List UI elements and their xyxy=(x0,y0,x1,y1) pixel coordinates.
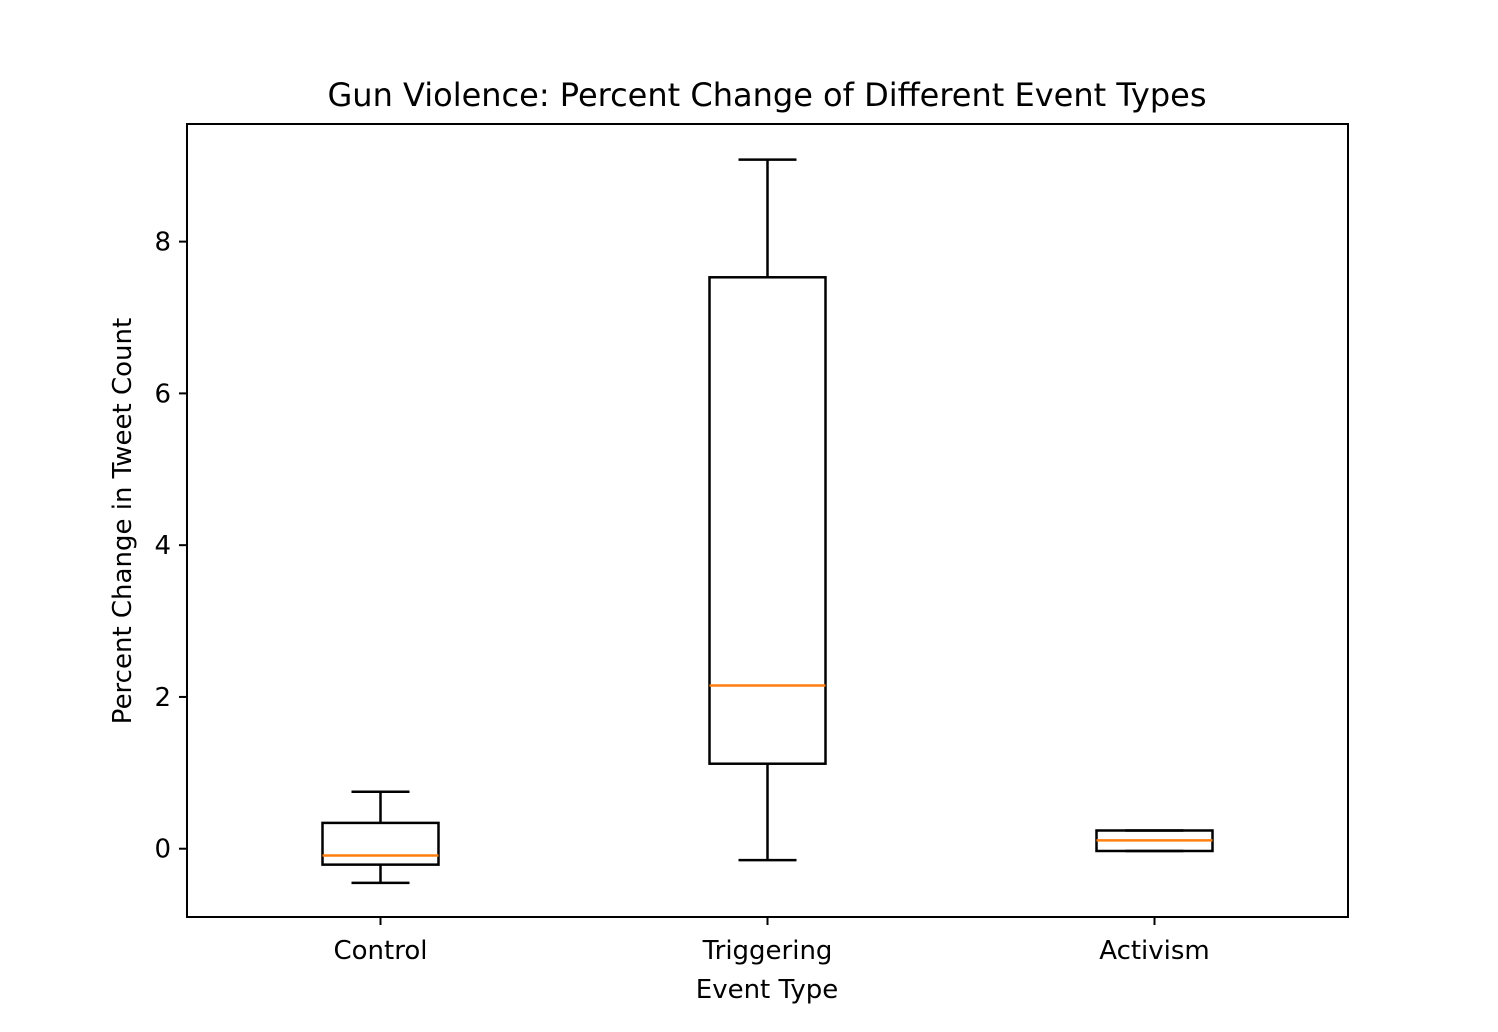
box-activism xyxy=(1095,829,1214,853)
boxes-layer xyxy=(321,158,1214,885)
y-axis: 0 2 4 6 8 xyxy=(154,228,187,865)
iqr-box-control xyxy=(321,821,440,866)
box-triggering xyxy=(708,158,827,862)
y-tick-label: 0 xyxy=(154,835,171,865)
x-tick-label-control: Control xyxy=(334,936,428,966)
box-control xyxy=(321,790,440,885)
x-tick-label-triggering: Triggering xyxy=(702,936,833,966)
chart-title: Gun Violence: Percent Change of Differen… xyxy=(328,76,1207,114)
y-tick-label: 2 xyxy=(154,683,171,713)
y-tick-label: 6 xyxy=(154,379,171,409)
x-tick-label-activism: Activism xyxy=(1099,936,1210,966)
y-tick-label: 8 xyxy=(154,228,171,258)
x-axis-label: Event Type xyxy=(696,975,838,1005)
iqr-box-triggering xyxy=(708,276,827,765)
y-tick-label: 4 xyxy=(154,531,171,561)
y-axis-label: Percent Change in Tweet Count xyxy=(108,318,138,724)
x-axis: Control Triggering Activism xyxy=(334,917,1210,966)
